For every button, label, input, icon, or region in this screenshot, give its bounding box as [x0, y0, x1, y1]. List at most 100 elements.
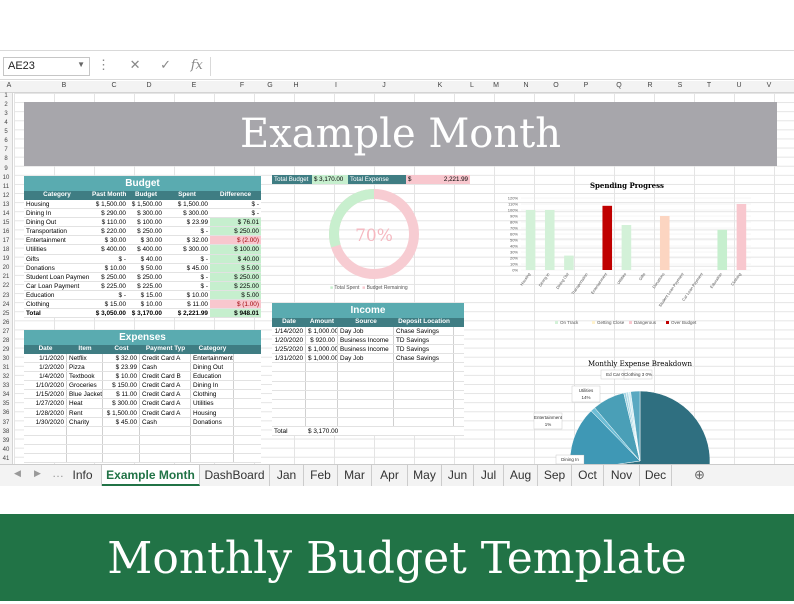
- row-header[interactable]: 23: [2, 292, 10, 299]
- tab-jan[interactable]: Jan: [270, 465, 304, 486]
- table-cell[interactable]: Credit Card A: [140, 381, 191, 390]
- table-cell[interactable]: $ 1,500.00: [177, 201, 208, 208]
- row-header[interactable]: 4: [4, 120, 8, 127]
- table-cell[interactable]: Gifts: [26, 255, 40, 263]
- table-cell[interactable]: Netflix: [67, 354, 103, 363]
- tab-jun[interactable]: Jun: [442, 465, 474, 486]
- table-cell[interactable]: 1/27/2020: [24, 399, 67, 408]
- row-header[interactable]: 26: [2, 319, 10, 326]
- table-cell[interactable]: [103, 444, 140, 454]
- table-cell[interactable]: [103, 454, 140, 463]
- table-cell[interactable]: Business Income: [338, 336, 394, 345]
- table-cell[interactable]: $ -: [200, 273, 208, 281]
- table-cell[interactable]: [24, 444, 67, 454]
- income-column-header[interactable]: Date: [282, 318, 296, 325]
- table-cell[interactable]: TD Savings: [394, 345, 454, 354]
- row-header[interactable]: 13: [2, 201, 10, 208]
- row-header[interactable]: 11: [2, 183, 10, 190]
- table-cell[interactable]: $ 250.00: [210, 272, 261, 281]
- table-cell[interactable]: 1/10/2020: [24, 381, 67, 390]
- table-cell[interactable]: [394, 399, 454, 408]
- row-header[interactable]: 27: [2, 328, 10, 335]
- table-cell[interactable]: Education: [191, 372, 234, 381]
- table-cell[interactable]: $ 10.00: [140, 301, 162, 309]
- row-header[interactable]: 20: [2, 265, 10, 272]
- table-cell[interactable]: Entertainment: [193, 354, 234, 363]
- table-cell[interactable]: [338, 417, 394, 427]
- table-cell[interactable]: Donations: [26, 264, 55, 272]
- table-cell[interactable]: $ 400.00: [101, 246, 126, 254]
- table-cell[interactable]: $ 290.00: [101, 210, 126, 218]
- table-cell[interactable]: Clothing: [26, 301, 50, 309]
- table-cell[interactable]: [272, 408, 306, 417]
- table-cell[interactable]: Business Income: [338, 345, 394, 354]
- table-row[interactable]: Car Loan Payment $ 225.00 $ 225.00 $ - $ 225…: [24, 281, 261, 291]
- table-row[interactable]: Dining Out $ 110.00 $ 100.00 $ 23.99 $ 76.01: [24, 218, 261, 228]
- tab-example-month[interactable]: Example Month: [102, 465, 200, 486]
- table-row[interactable]: [272, 381, 464, 391]
- table-row[interactable]: 1/28/2020 Rent $ 1,500.00 Credit Card A Hous…: [24, 408, 261, 418]
- table-cell[interactable]: [67, 444, 103, 454]
- column-header[interactable]: K: [437, 82, 443, 89]
- column-header[interactable]: Q: [616, 82, 622, 89]
- table-cell[interactable]: [394, 363, 454, 372]
- table-row[interactable]: [272, 408, 464, 418]
- table-row[interactable]: Gifts $ - $ 40.00 $ - $ 40.00: [24, 254, 261, 264]
- table-row[interactable]: Utilities $ 400.00 $ 400.00 $ 300.00 $ 100.0…: [24, 245, 261, 255]
- table-cell[interactable]: $ 150.00: [103, 381, 140, 390]
- tab-jul[interactable]: Jul: [474, 465, 504, 486]
- table-cell[interactable]: $ 300.00: [103, 399, 140, 408]
- tab-apr[interactable]: Apr: [372, 465, 408, 486]
- table-cell[interactable]: 1/25/2020: [272, 345, 306, 354]
- table-cell[interactable]: [24, 426, 67, 435]
- tab-mar[interactable]: Mar: [338, 465, 372, 486]
- table-row[interactable]: [272, 390, 464, 400]
- row-header[interactable]: 8: [4, 156, 8, 163]
- row-header[interactable]: 19: [2, 256, 10, 263]
- table-row[interactable]: 1/4/2020 Textbook $ 10.00 Credit Card B Educ…: [24, 372, 261, 382]
- row-header[interactable]: 5: [4, 129, 8, 136]
- row-header[interactable]: 33: [2, 383, 10, 390]
- column-header[interactable]: M: [493, 82, 499, 89]
- row-header[interactable]: 1: [4, 93, 8, 99]
- table-row[interactable]: Education $ - $ 15.00 $ 10.00 $ 5.00: [24, 290, 261, 301]
- table-cell[interactable]: Credit Card B: [140, 372, 191, 381]
- table-cell[interactable]: $ 1,000.00: [308, 327, 338, 336]
- table-cell[interactable]: $ 250.00: [210, 227, 261, 236]
- row-header[interactable]: 25: [2, 310, 10, 317]
- table-cell[interactable]: $ 23.99: [186, 219, 208, 227]
- table-cell[interactable]: [140, 454, 191, 463]
- table-cell[interactable]: [394, 390, 454, 399]
- name-box[interactable]: AE23 ▼: [3, 57, 90, 76]
- table-cell[interactable]: $ 40.00: [140, 255, 162, 263]
- tab-nov[interactable]: Nov: [604, 465, 640, 486]
- expenses-column-header[interactable]: Payment Typ: [145, 345, 186, 352]
- column-header[interactable]: F: [239, 82, 245, 89]
- income-column-header[interactable]: Source: [355, 318, 377, 325]
- table-row[interactable]: [24, 426, 261, 436]
- table-row[interactable]: 1/20/2020 $ 920.00 Business Income TD Savin…: [272, 336, 464, 346]
- table-cell[interactable]: [272, 390, 306, 399]
- table-cell[interactable]: Dining Out: [26, 219, 57, 227]
- table-cell[interactable]: Heat: [67, 399, 103, 408]
- table-cell[interactable]: [103, 426, 140, 435]
- table-row[interactable]: 1/15/2020 Blue Jacket $ 11.00 Credit Card A…: [24, 390, 261, 400]
- table-cell[interactable]: $ 225.00: [210, 281, 261, 290]
- table-row[interactable]: 1/2/2020 Pizza $ 23.99 Cash Dining Out: [24, 363, 261, 373]
- table-cell[interactable]: 1/20/2020: [272, 336, 306, 345]
- table-cell[interactable]: Credit Card A: [140, 399, 191, 408]
- table-cell[interactable]: 1/4/2020: [24, 372, 67, 381]
- expenses-column-header[interactable]: Category: [198, 345, 227, 352]
- row-header[interactable]: 36: [2, 410, 10, 417]
- row-header[interactable]: 9: [4, 165, 8, 172]
- table-cell[interactable]: $ (1.00): [210, 300, 261, 309]
- table-cell[interactable]: [394, 381, 454, 390]
- table-cell[interactable]: [191, 426, 234, 435]
- tab-sep[interactable]: Sep: [538, 465, 572, 486]
- table-cell[interactable]: 1/31/2020: [272, 354, 306, 363]
- table-cell[interactable]: Student Loan Paymen: [26, 273, 90, 281]
- table-cell[interactable]: $ 5.00: [210, 290, 261, 300]
- table-cell[interactable]: [338, 363, 394, 372]
- income-column-header[interactable]: Deposit Location: [398, 318, 450, 325]
- table-cell[interactable]: $ -: [118, 255, 126, 263]
